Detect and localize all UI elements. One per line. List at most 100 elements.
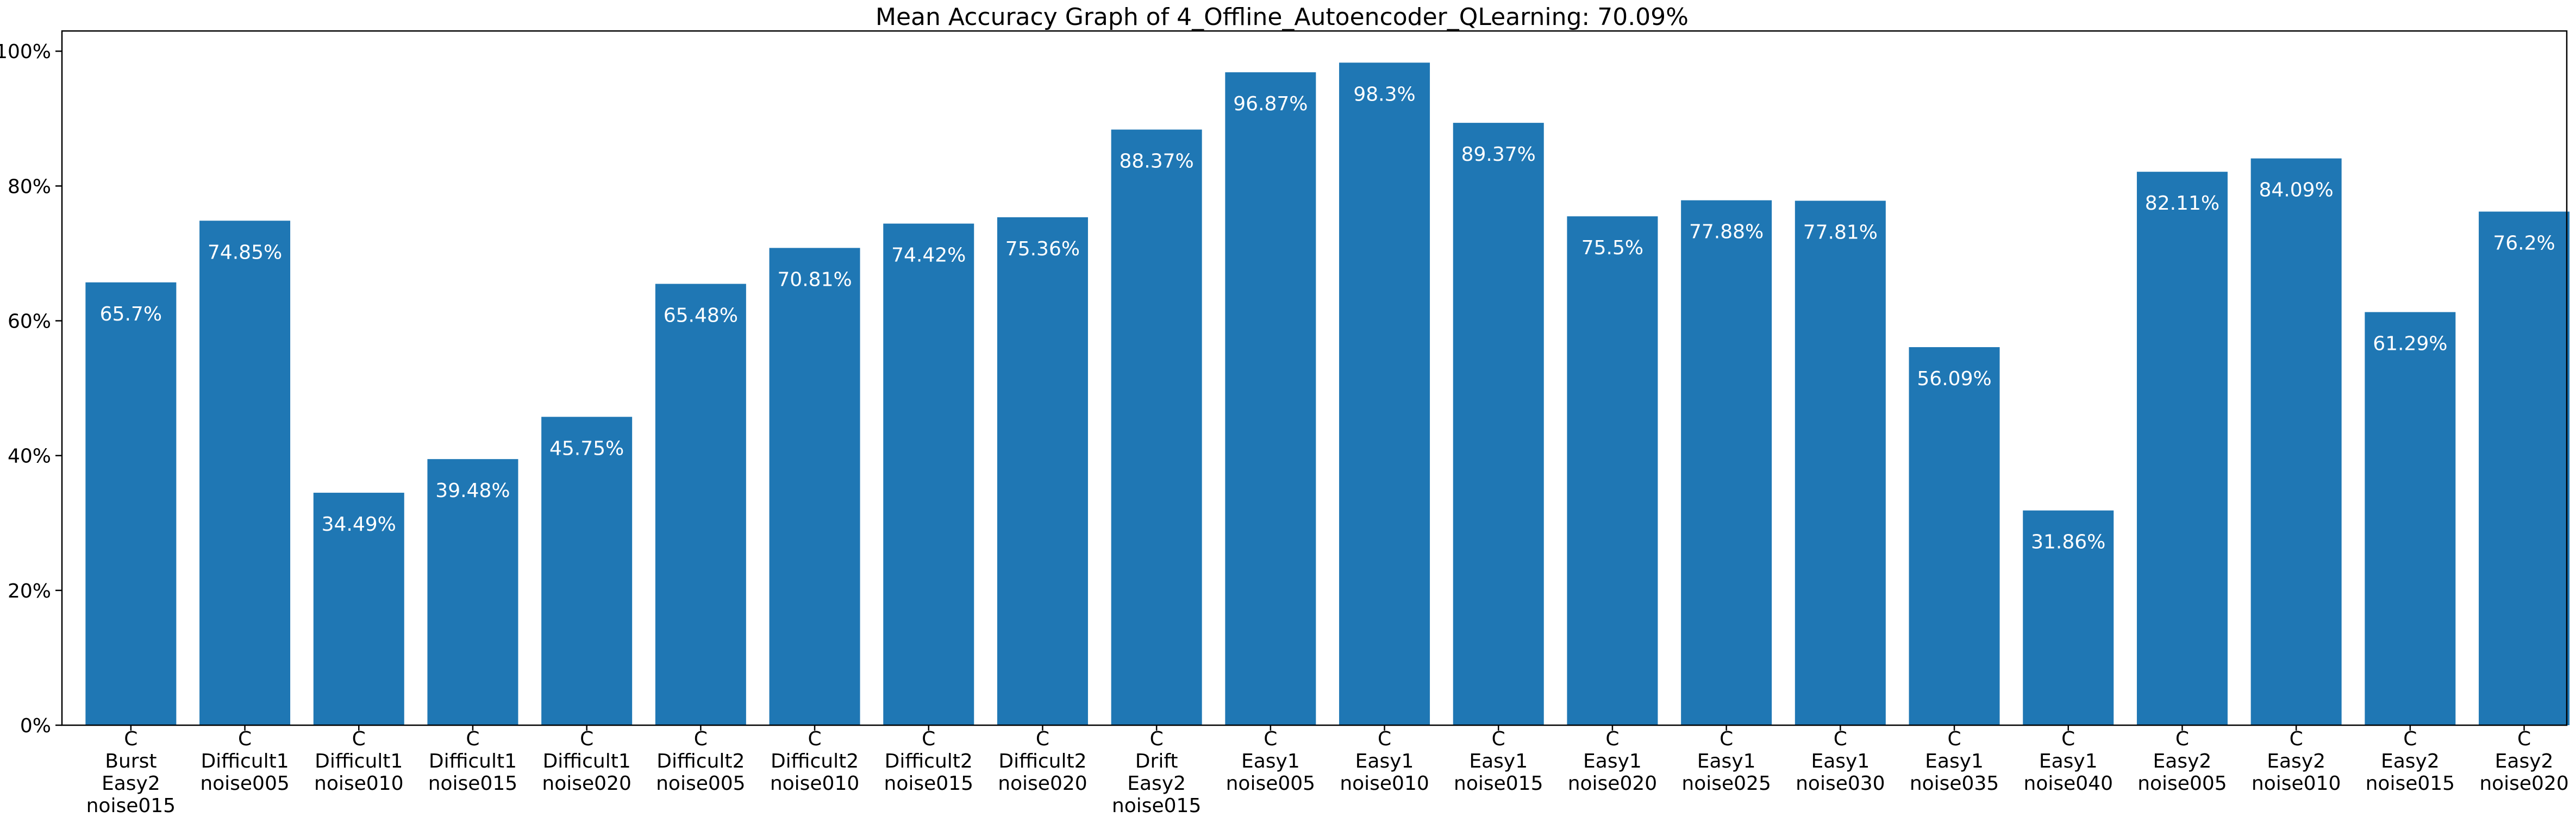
bar	[199, 221, 291, 725]
x-tick-label-line: Difficult2	[771, 750, 859, 772]
x-tick-label-line: C	[1492, 728, 1505, 750]
bar-value-label: 70.81%	[777, 268, 852, 291]
x-tick-label-line: Easy2	[2495, 750, 2554, 772]
x-tick-label-line: C	[124, 728, 137, 750]
bar	[313, 493, 404, 725]
x-tick-label-line: Easy2	[1127, 772, 1186, 795]
x-tick-label-line: C	[1834, 728, 1847, 750]
bar	[2365, 312, 2456, 725]
x-tick-label-line: noise010	[314, 772, 403, 795]
x-tick-label-line: C	[2517, 728, 2531, 750]
x-tick-label-line: noise025	[1681, 772, 1771, 795]
x-tick-label: C Easy1 noise040	[2024, 728, 2113, 795]
x-tick-label-line: C	[2061, 728, 2075, 750]
x-tick-label-line: Easy2	[2381, 750, 2440, 772]
x-tick-label: C Burst Easy2 noise015	[86, 728, 176, 815]
bar-value-label: 75.36%	[1005, 238, 1080, 260]
x-tick-label-line: noise005	[656, 772, 745, 795]
y-tick-label: 80%	[8, 175, 51, 198]
x-tick-label-line: Difficult1	[201, 750, 289, 772]
x-tick-label-line: noise010	[2252, 772, 2341, 795]
x-tick-label-line: C	[238, 728, 252, 750]
plot-frame	[61, 30, 2568, 726]
x-tick-label-line: noise005	[2137, 772, 2227, 795]
x-tick-label-line: Easy2	[102, 772, 160, 795]
x-tick-label-line: Difficult2	[885, 750, 973, 772]
x-tick-label: C Easy1 noise030	[1796, 728, 1885, 795]
x-tick-label-line: Drift	[1135, 750, 1178, 772]
x-tick-label-line: Easy2	[2267, 750, 2325, 772]
bar	[1111, 129, 1202, 725]
x-tick-label: C Easy2 noise005	[2137, 728, 2227, 795]
x-tick-label-line: noise015	[884, 772, 973, 795]
x-tick-label-line: noise010	[770, 772, 859, 795]
bar	[1567, 216, 1658, 725]
x-tick-label-line: C	[922, 728, 935, 750]
x-tick-label-line: noise015	[428, 772, 517, 795]
y-axis: 0% 20% 40% 60% 80% 100%	[0, 41, 62, 737]
y-tick-label: 0%	[20, 715, 51, 737]
x-tick-label-line: noise015	[86, 795, 176, 815]
x-tick-label: C Difficult2 noise020	[998, 728, 1087, 795]
x-tick-label-line: Easy1	[1925, 750, 1984, 772]
x-tick-label-line: noise015	[1112, 795, 1201, 815]
bar-value-label: 89.37%	[1461, 143, 1536, 166]
bar	[655, 284, 746, 725]
x-tick-label-line: Burst	[105, 750, 157, 772]
x-tick-label-line: C	[2290, 728, 2303, 750]
x-tick-label-line: C	[694, 728, 708, 750]
x-tick-label-line: noise020	[542, 772, 631, 795]
x-tick-label-line: Difficult1	[543, 750, 631, 772]
bar-value-label: 84.09%	[2259, 179, 2334, 202]
bar	[1225, 72, 1316, 726]
x-tick-label-line: C	[2403, 728, 2417, 750]
x-tick-label-line: Difficult2	[998, 750, 1086, 772]
bar-value-label: 82.11%	[2145, 192, 2219, 215]
x-tick-label-line: Easy2	[2153, 750, 2212, 772]
bar	[883, 223, 974, 725]
bar	[427, 459, 518, 725]
x-tick-label: C Difficult1 noise005	[200, 728, 289, 795]
x-tick-label-line: C	[2175, 728, 2189, 750]
y-tick-label: 20%	[8, 580, 51, 602]
x-tick-label: C Difficult2 noise010	[770, 728, 859, 795]
x-tick-label-line: Easy1	[1811, 750, 1870, 772]
x-tick-label: C Easy1 noise005	[1226, 728, 1315, 795]
bar-value-label: 31.86%	[2031, 531, 2105, 554]
bar-value-label: 76.2%	[2493, 232, 2555, 255]
x-tick-label: C Difficult1 noise010	[314, 728, 403, 795]
x-tick-label-line: C	[808, 728, 821, 750]
x-tick-label-line: Easy1	[1241, 750, 1300, 772]
bar-value-label: 88.37%	[1120, 150, 1194, 173]
x-tick-label-line: C	[1720, 728, 1733, 750]
bar-value-label: 74.42%	[891, 244, 966, 267]
x-tick-label-line: noise020	[2479, 772, 2568, 795]
bar-value-label: 75.5%	[1581, 237, 1643, 259]
y-tick-label: 100%	[0, 41, 51, 63]
x-tick-label-line: C	[1947, 728, 1961, 750]
x-tick-label-line: Easy1	[2039, 750, 2098, 772]
x-tick-label-line: Easy1	[1697, 750, 1756, 772]
x-tick-label: C Easy1 noise020	[1568, 728, 1657, 795]
x-tick-label-line: Easy1	[1583, 750, 1642, 772]
x-tick-label: C Difficult2 noise005	[656, 728, 745, 795]
bar	[2479, 211, 2570, 725]
x-tick-label: C Difficult1 noise015	[428, 728, 517, 795]
x-tick-label: C Easy1 noise035	[1910, 728, 1999, 795]
bar-value-label: 61.29%	[2373, 333, 2447, 355]
bar	[2023, 510, 2114, 725]
bar-value-label: 74.85%	[208, 241, 282, 263]
bar-value-label: 65.48%	[664, 305, 738, 327]
bar	[769, 248, 860, 725]
x-tick-label-line: noise015	[1454, 772, 1543, 795]
x-tick-label-line: C	[352, 728, 366, 750]
x-tick-label-line: Easy1	[1469, 750, 1528, 772]
x-tick-label-line: noise020	[1568, 772, 1657, 795]
x-tick-label-line: C	[1605, 728, 1619, 750]
bar-value-label: 39.48%	[435, 480, 510, 502]
bar-value-label: 56.09%	[1917, 368, 1991, 390]
x-tick-label-line: Difficult1	[315, 750, 403, 772]
x-tick-label-line: noise005	[1226, 772, 1315, 795]
